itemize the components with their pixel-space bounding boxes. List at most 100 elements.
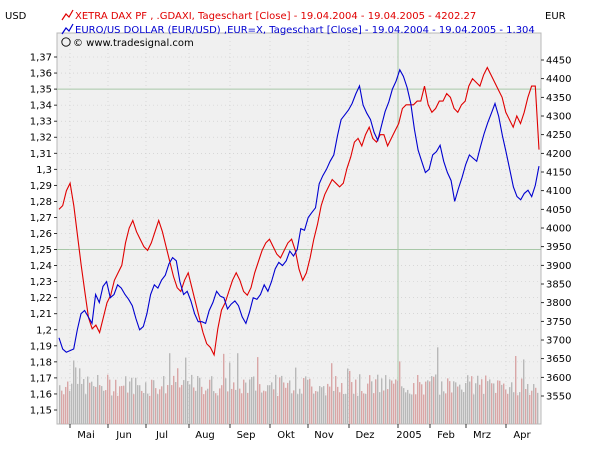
- right-tick-label: 3750: [546, 317, 571, 328]
- left-tick-label: 1,19: [30, 341, 52, 352]
- volume-bar: [309, 378, 311, 424]
- volume-bar: [355, 379, 357, 424]
- volume-bar: [287, 382, 289, 424]
- volume-bar: [75, 367, 77, 424]
- volume-bar: [491, 383, 493, 424]
- volume-bar: [179, 387, 181, 424]
- legend-item-eurusd: EURO/US DOLLAR (EUR/USD) ,EUR=X, Tagesch…: [61, 23, 535, 36]
- volume-bar: [531, 390, 533, 424]
- volume-bar: [303, 378, 305, 424]
- volume-bar: [91, 381, 93, 424]
- volume-bar: [341, 383, 343, 424]
- x-tick-label: Jun: [115, 430, 132, 441]
- volume-bar: [301, 393, 303, 424]
- volume-bar: [391, 380, 393, 424]
- volume-bar: [63, 394, 65, 424]
- volume-bar: [225, 378, 227, 424]
- right-tick-label: 4250: [546, 130, 571, 141]
- volume-bar: [521, 378, 523, 424]
- volume-bar: [529, 394, 531, 424]
- legend-line-icon: [61, 23, 74, 35]
- volume-bar: [381, 378, 383, 424]
- left-tick-label: 1,21: [30, 309, 52, 320]
- volume-bar: [439, 394, 441, 424]
- left-axis-unit: USD: [5, 11, 27, 22]
- volume-bar: [113, 391, 115, 424]
- volume-bar: [411, 394, 413, 424]
- right-tick-label: 3600: [546, 373, 571, 384]
- volume-bar: [417, 375, 419, 424]
- volume-bar: [377, 374, 379, 424]
- volume-bar: [367, 383, 369, 424]
- plot-area: [56, 32, 542, 425]
- volume-bar: [127, 392, 129, 424]
- volume-bar: [445, 393, 447, 424]
- copyright-icon: [61, 37, 71, 47]
- volume-bar: [477, 375, 479, 424]
- volume-bar: [273, 389, 275, 424]
- volume-bar: [103, 390, 105, 424]
- volume-bar: [177, 368, 179, 424]
- volume-bar: [173, 375, 175, 424]
- volume-bar: [299, 388, 301, 424]
- volume-bar: [73, 360, 75, 424]
- volume-bar: [319, 386, 321, 424]
- volume-bar: [117, 395, 119, 424]
- series-lines: [58, 66, 540, 357]
- volume-bar: [199, 377, 201, 424]
- legend-dax-text: XETRA DAX PF , .GDAXI, Tageschart [Close…: [75, 11, 476, 22]
- volume-bar: [509, 387, 511, 424]
- volume-bar: [159, 389, 161, 424]
- volume-bar: [255, 390, 257, 424]
- volume-bar: [433, 376, 435, 424]
- volume-bar: [331, 363, 333, 424]
- volume-bar: [263, 390, 265, 424]
- volume-bar: [119, 386, 121, 424]
- volume-bar: [205, 390, 207, 424]
- volume-bar: [241, 393, 243, 424]
- x-axis: Mai Jun Jul Aug Sep Okt Nov Dez 2005 Feb Mrz Apr: [69, 424, 532, 441]
- volume-bar: [133, 394, 135, 424]
- volume-bar: [361, 391, 363, 424]
- volume-bar: [517, 395, 519, 424]
- legend-line-icon: [61, 9, 74, 21]
- volume-bar: [59, 385, 61, 424]
- volume-bar: [245, 382, 247, 424]
- volume-bar: [93, 386, 95, 424]
- volume-bar: [247, 392, 249, 424]
- left-tick-label: 1,36: [30, 69, 52, 80]
- volume-bar: [229, 362, 231, 424]
- volume-bar: [265, 391, 267, 424]
- volume-bar: [297, 394, 299, 424]
- volume-bar: [165, 393, 167, 424]
- volume-bar: [95, 386, 97, 424]
- volume-bar: [249, 379, 251, 424]
- volume-bar: [195, 390, 197, 424]
- volume-bar: [171, 385, 173, 424]
- volume-bar: [283, 382, 285, 424]
- volume-bar: [201, 386, 203, 424]
- volume-bar: [279, 377, 281, 424]
- right-axis: 4450 4400 4350 4300 4250 4200 4150 4100 4050 4000…: [541, 56, 571, 403]
- volume-bar: [123, 385, 125, 424]
- x-tick-label: Okt: [277, 430, 295, 441]
- dax-series-line: [58, 66, 540, 357]
- right-tick-label: 3650: [546, 354, 571, 365]
- right-tick-label: 3850: [546, 280, 571, 291]
- volume-bar: [191, 374, 193, 424]
- volume-bar: [237, 353, 239, 424]
- volume-bar: [533, 384, 535, 424]
- x-tick-label: Sep: [237, 430, 256, 441]
- volume-bar: [217, 395, 219, 424]
- x-tick-label: Jul: [155, 430, 168, 441]
- x-tick-label: Aug: [195, 430, 215, 441]
- volume-bar: [293, 390, 295, 424]
- volume-bar: [61, 390, 63, 424]
- volume-bar: [291, 393, 293, 424]
- volume-bar: [403, 388, 405, 424]
- volume-bar: [407, 389, 409, 424]
- volume-bar: [365, 393, 367, 424]
- volume-bar: [423, 394, 425, 424]
- volume-bar: [109, 379, 111, 424]
